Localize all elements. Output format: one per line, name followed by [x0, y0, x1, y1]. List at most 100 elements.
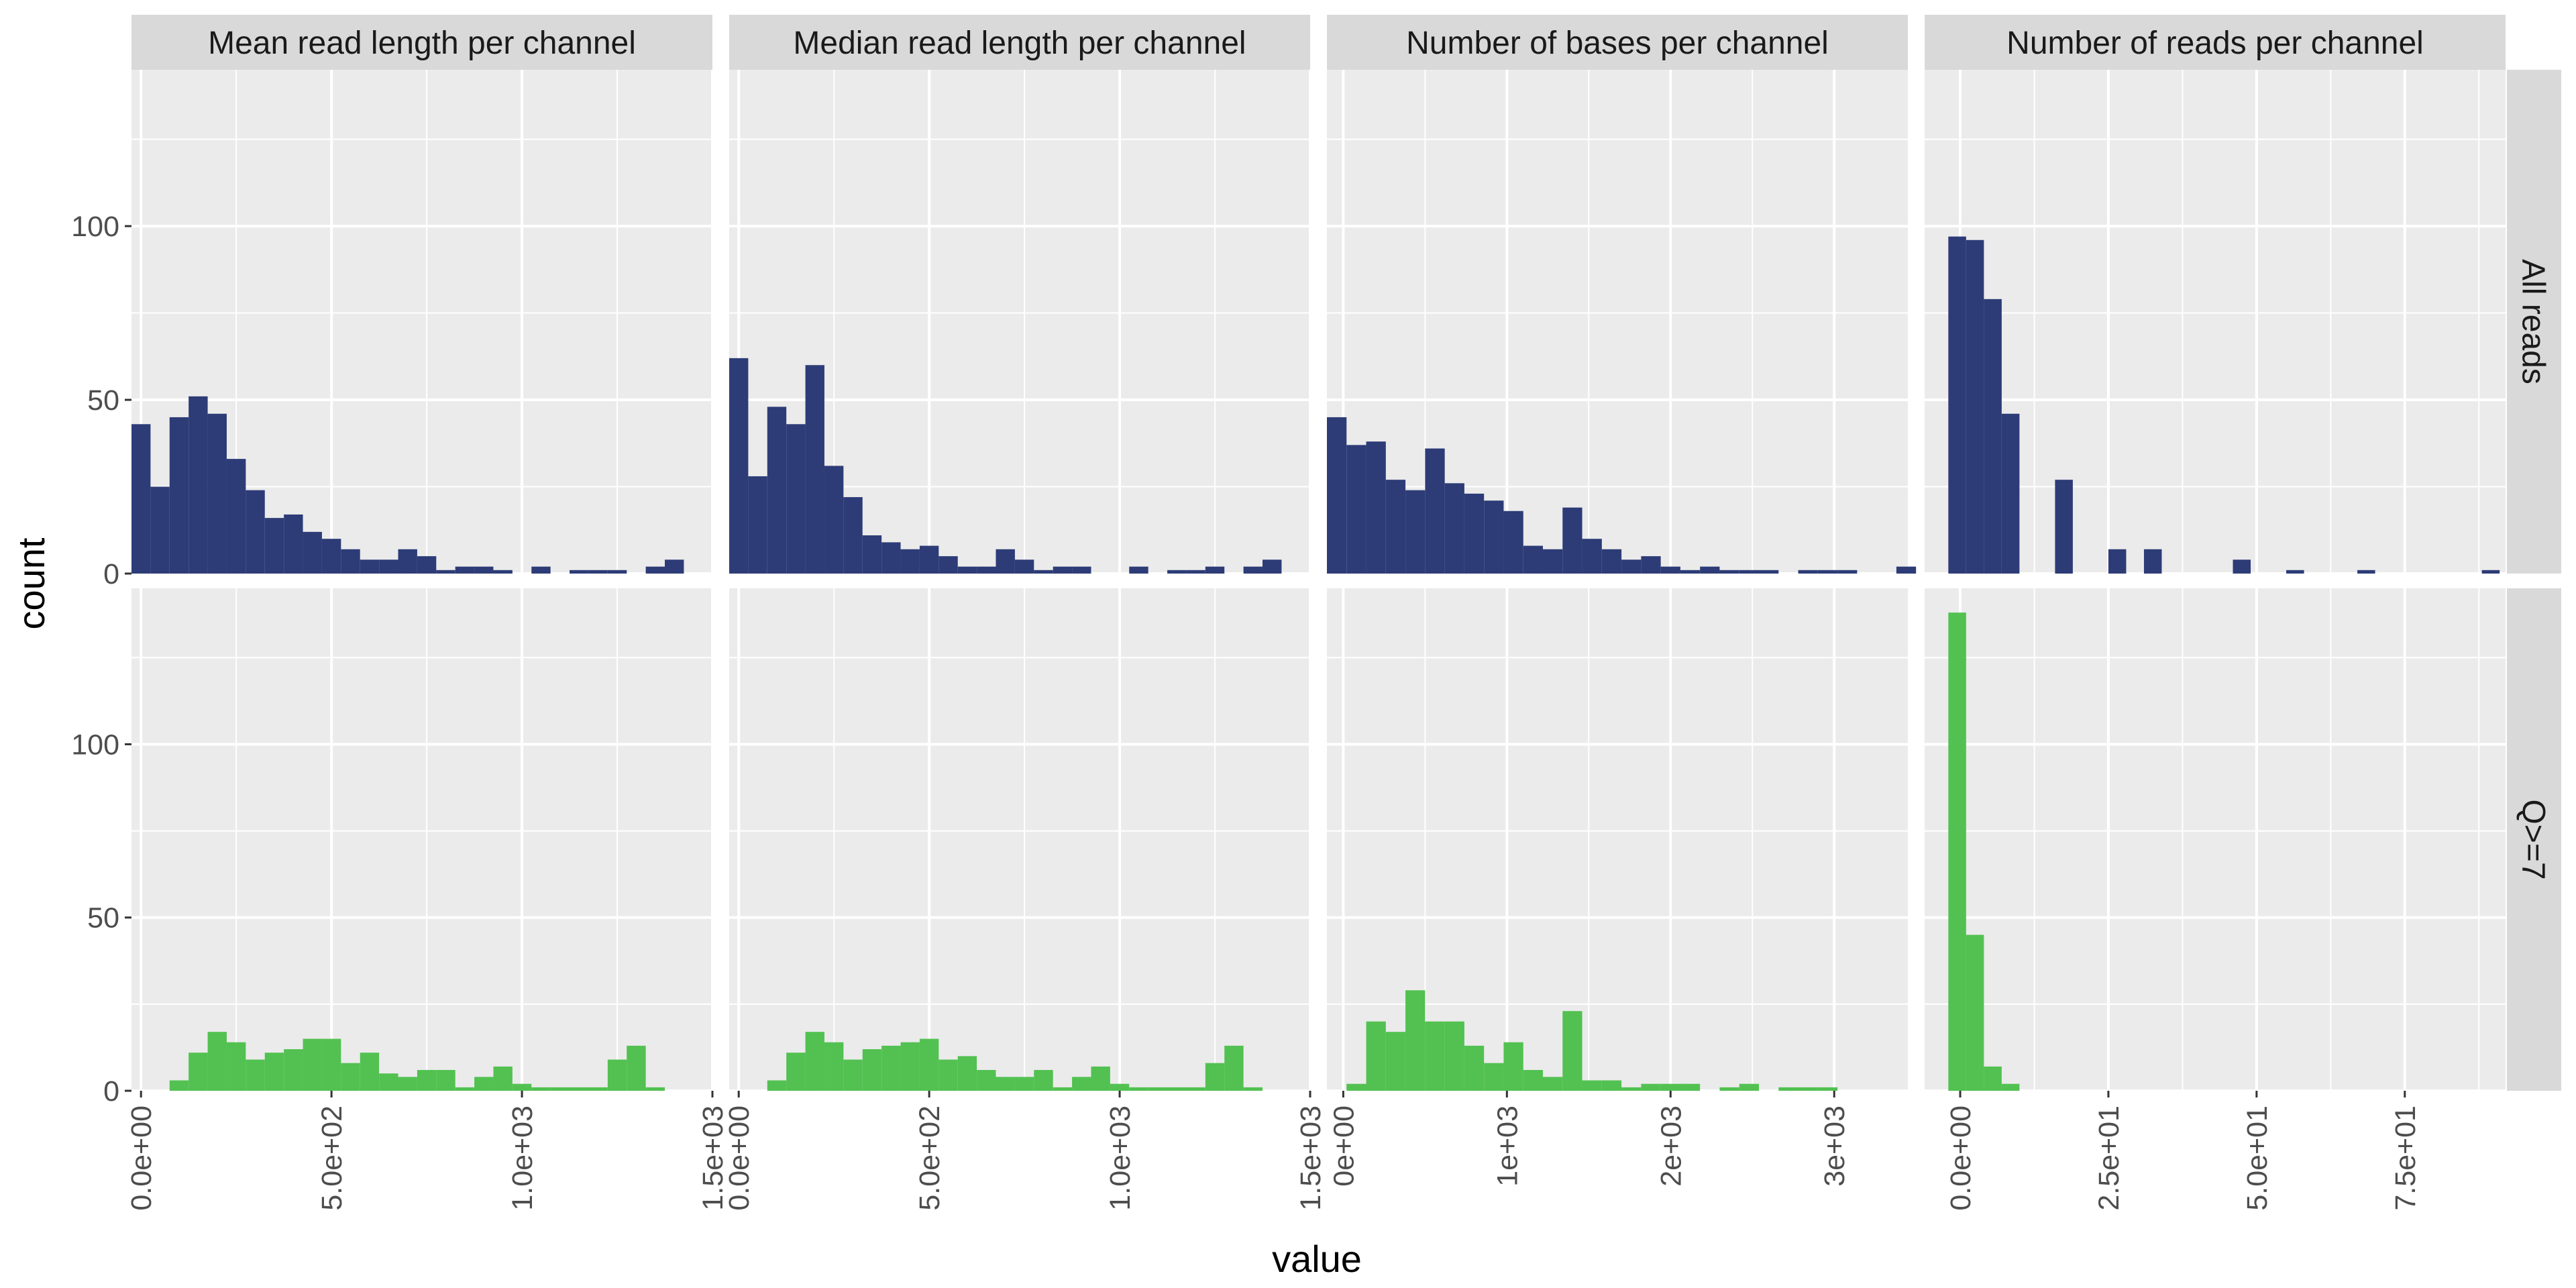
histogram-bar [1700, 566, 1720, 574]
histogram-bar [570, 570, 589, 574]
histogram-bar [1484, 1063, 1504, 1091]
histogram-bar [2001, 1083, 2020, 1091]
histogram-bar [455, 1087, 475, 1091]
histogram-bar [169, 1080, 189, 1091]
histogram-bar [1966, 239, 1984, 574]
x-tick-label: 1.0e+03 [1104, 1106, 1136, 1211]
histogram-bar [1243, 1087, 1263, 1091]
histogram-bar [1582, 539, 1602, 574]
histogram-bar [627, 1045, 646, 1091]
histogram-bar [977, 566, 996, 574]
histogram-bar [1014, 559, 1034, 574]
histogram-bar [919, 545, 939, 574]
panel-number-of-bases-per-channel-qge7 [1327, 588, 1908, 1092]
histogram-bar [729, 358, 749, 574]
histogram-bar [1759, 570, 1779, 574]
row-strip-label: All reads [2516, 259, 2551, 384]
facet-strip-median-read-length-per-channel [729, 15, 1310, 70]
histogram-bar [1484, 500, 1504, 574]
histogram-bar [2108, 549, 2127, 574]
panel-background [1925, 588, 2506, 1091]
histogram-bar [1739, 1083, 1760, 1091]
histogram-bar [379, 559, 398, 574]
histogram-bar [1660, 566, 1680, 574]
histogram-bar [919, 1038, 939, 1091]
facet-strip-label: Number of reads per channel [2006, 25, 2424, 61]
x-tick-label: 1.5e+03 [697, 1106, 729, 1211]
histogram-bar [1444, 1021, 1464, 1091]
row-strip-all-reads [2507, 70, 2561, 574]
histogram-bar [1034, 1070, 1053, 1091]
histogram-bar [805, 1032, 824, 1091]
histogram-bar [862, 1049, 882, 1091]
y-axis-title: count [10, 537, 52, 629]
histogram-bar [938, 1059, 958, 1091]
panel-median-read-length-per-channel-all-reads [729, 70, 1311, 575]
histogram-bar [531, 1087, 551, 1091]
histogram-bar [2001, 413, 2020, 574]
histogram-bar [748, 476, 767, 574]
histogram-bar [321, 1038, 341, 1091]
x-tick-label: 0e+00 [1328, 1106, 1360, 1187]
x-tick-label: 2e+03 [1655, 1106, 1687, 1187]
x-tick-label: 5.0e+01 [2241, 1106, 2273, 1211]
histogram-bar [645, 566, 665, 574]
histogram-bar [843, 1059, 863, 1091]
panel-median-read-length-per-channel-qge7 [729, 588, 1311, 1092]
histogram-bar [1621, 1087, 1642, 1091]
histogram-bar [1444, 483, 1464, 574]
histogram-bar [436, 1070, 455, 1091]
histogram-bar [417, 1070, 437, 1091]
histogram-bar [1984, 299, 2002, 574]
histogram-bar [2357, 570, 2375, 574]
histogram-bar [1205, 1063, 1225, 1091]
histogram-bar [1224, 1045, 1244, 1091]
histogram-bar [1366, 1021, 1386, 1091]
histogram-bar [1385, 1032, 1406, 1091]
histogram-bar [1072, 566, 1091, 574]
histogram-bar [1523, 545, 1544, 574]
histogram-bar [169, 417, 189, 574]
histogram-bar [360, 559, 380, 574]
histogram-bar [1327, 417, 1347, 574]
axes: 0.0e+00 5.0e+02 1.0e+03 1.5e+030.0e+00 5.0e+… [71, 211, 2422, 1211]
histogram-bar [1966, 934, 1984, 1091]
histogram-bar [1778, 1087, 1799, 1091]
histogram-bar [1425, 1021, 1445, 1091]
histogram-bar [436, 570, 455, 574]
histogram-bar [1562, 1011, 1582, 1091]
facet-strip-number-of-bases-per-channel [1327, 15, 1908, 70]
y-tick-label: 100 [71, 729, 119, 761]
histogram-bar [570, 1087, 589, 1091]
histogram-bar [1719, 1087, 1739, 1091]
y-tick-label: 0 [103, 558, 119, 590]
histogram-bar [493, 570, 513, 574]
histogram-bar [1543, 549, 1563, 574]
x-tick-label: 5.0e+02 [316, 1106, 348, 1211]
panel-number-of-reads-per-channel-qge7 [1925, 588, 2506, 1092]
histogram-bar [264, 1053, 284, 1091]
histogram-bar [1346, 1083, 1366, 1091]
histogram-bar [996, 1077, 1015, 1091]
histogram-bar [786, 424, 806, 574]
histogram-bar [207, 1032, 227, 1091]
histogram-bar [1366, 441, 1386, 574]
histogram-bar [1464, 1045, 1485, 1091]
panel-background [1925, 70, 2506, 574]
x-tick-label: 1e+03 [1491, 1106, 1523, 1187]
histogram-bar [1385, 480, 1406, 574]
histogram-bar [474, 1077, 494, 1091]
histogram-bar [1072, 1077, 1091, 1091]
histogram-bar [1110, 1083, 1130, 1091]
histogram-bar [321, 539, 341, 574]
histogram-bar [1562, 507, 1582, 574]
histogram-bar [824, 1042, 844, 1091]
histogram-bar [493, 1066, 513, 1091]
histogram-bar [1014, 1077, 1034, 1091]
x-tick-label: 0.0e+00 [125, 1106, 158, 1211]
histogram-bar [2055, 480, 2073, 574]
histogram-bar [957, 566, 977, 574]
histogram-bar [1405, 490, 1426, 574]
histogram-bar [474, 566, 494, 574]
